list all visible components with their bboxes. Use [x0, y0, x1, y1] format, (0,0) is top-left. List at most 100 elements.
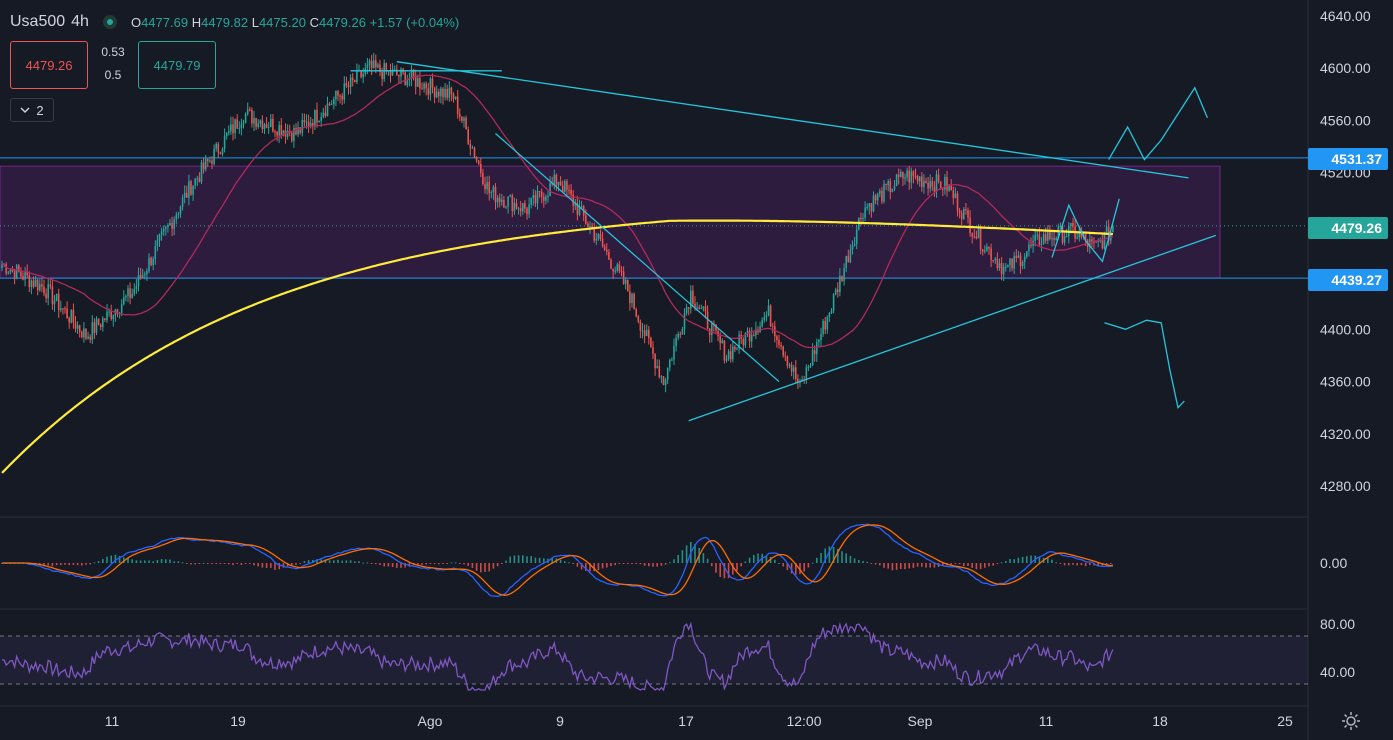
candle-body: [572, 194, 574, 206]
candle: [456, 90, 459, 119]
sell-button[interactable]: 4479.26: [10, 41, 88, 89]
candle-body: [952, 190, 955, 199]
candle-body: [559, 181, 562, 186]
candle-body: [954, 193, 957, 199]
timeframe[interactable]: 4h: [71, 13, 89, 30]
candle: [725, 354, 728, 363]
candle-body: [1065, 236, 1068, 238]
macd-histogram-bar: [874, 563, 877, 565]
x-tick-label: 11: [1039, 713, 1054, 729]
candle: [666, 367, 669, 384]
candle-body: [677, 333, 679, 338]
macd-histogram-bar: [223, 563, 226, 564]
candle-body: [534, 195, 537, 204]
candle-body: [765, 315, 768, 318]
candle-body: [979, 228, 982, 250]
candle: [110, 304, 112, 321]
candle-body: [971, 233, 973, 237]
candle: [885, 183, 887, 191]
x-tick-label: 12:00: [786, 713, 821, 729]
descending-trendline: [396, 61, 1189, 179]
macd-histogram-bar: [391, 563, 394, 568]
candle-body: [706, 311, 709, 329]
candle: [853, 236, 856, 247]
candle: [288, 124, 291, 137]
candle-body: [480, 164, 482, 173]
candle: [242, 119, 245, 129]
gear-icon[interactable]: [1339, 709, 1363, 733]
candle-body: [494, 186, 497, 203]
macd-histogram-bar: [177, 561, 180, 563]
candle-body: [986, 246, 988, 251]
candle: [251, 107, 253, 128]
candle: [849, 244, 852, 264]
macd-histogram-bar: [576, 563, 579, 567]
candle-body: [704, 306, 707, 312]
buy-button[interactable]: 4479.79: [138, 41, 216, 89]
candle-body: [349, 77, 352, 87]
candle: [641, 323, 644, 339]
candle-body: [1036, 234, 1039, 236]
candle: [908, 165, 910, 190]
candle: [855, 224, 858, 250]
candle: [473, 146, 476, 159]
candle: [979, 224, 982, 255]
candle-body: [320, 116, 322, 121]
y-tick-label: 4360.00: [1320, 374, 1371, 390]
candle-body: [47, 284, 49, 299]
candle: [900, 169, 902, 178]
macd-histogram-bar: [307, 560, 310, 563]
candle: [398, 74, 400, 83]
macd-histogram-bar: [333, 560, 335, 563]
candle: [99, 323, 102, 331]
candle-body: [312, 123, 314, 127]
candle-body: [958, 210, 961, 214]
macd-histogram-bar: [1051, 559, 1053, 563]
macd-histogram-bar: [81, 563, 83, 566]
macd-histogram-bar: [1105, 563, 1108, 565]
candle: [969, 210, 971, 237]
candle: [988, 246, 990, 255]
candle: [360, 70, 362, 79]
candle: [669, 358, 671, 372]
candle: [400, 67, 402, 84]
candle: [811, 343, 814, 367]
candle-body: [895, 174, 898, 186]
macd-histogram-bar: [328, 560, 331, 563]
macd-histogram-bar: [895, 563, 898, 570]
candle-body: [570, 189, 572, 195]
candle: [425, 81, 427, 96]
candle-body: [893, 185, 896, 190]
candle: [179, 205, 182, 218]
candle: [818, 338, 820, 348]
candle: [438, 88, 440, 103]
candle-body: [786, 356, 789, 366]
candle-body: [66, 308, 68, 319]
candle: [881, 186, 883, 204]
candle-body: [417, 78, 419, 87]
symbol-name[interactable]: Usa500: [10, 13, 66, 30]
candle-body: [456, 96, 459, 115]
candle-body: [969, 217, 971, 234]
candle-body: [406, 80, 409, 86]
candle: [1061, 225, 1064, 245]
candle: [1005, 263, 1007, 272]
candle: [484, 176, 486, 194]
candle-body: [412, 69, 415, 77]
candle-body: [606, 249, 608, 252]
macd-y-tick: 0.00: [1320, 555, 1347, 571]
macd-histogram-bar: [551, 557, 553, 563]
close-value: 4479.26: [318, 14, 366, 30]
ohlc-values: O4477.69 H4479.82 L4475.20 C4479.26 +1.5…: [130, 14, 460, 30]
candle-body: [305, 121, 308, 123]
candle-body: [1049, 231, 1051, 240]
candle-body: [921, 176, 923, 187]
macd-histogram-bar: [740, 563, 742, 567]
indicators-collapse-button[interactable]: 2: [10, 98, 54, 122]
macd-histogram-bar: [736, 563, 738, 571]
candle-body: [223, 135, 226, 149]
candle: [24, 267, 26, 287]
macd-histogram-bar: [1030, 555, 1032, 563]
